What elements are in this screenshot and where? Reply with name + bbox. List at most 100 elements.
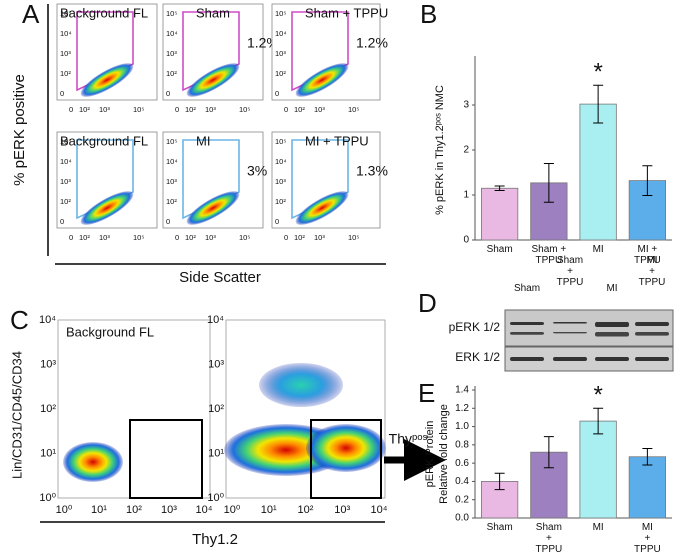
gate-percent: 3% <box>247 163 267 179</box>
y-tick-label: 2 <box>463 145 469 156</box>
band <box>553 332 587 334</box>
x-tick-label: 0 <box>69 105 73 114</box>
band <box>635 322 669 326</box>
band <box>553 322 587 324</box>
lane-label: Sham <box>513 283 541 294</box>
x-tick-label: 0 <box>175 233 179 242</box>
error-bar <box>543 163 554 203</box>
y-tick-label: 1.4 <box>455 385 469 396</box>
y-tick-label: 0 <box>275 89 279 98</box>
x-tick-label: 10⁰ <box>224 504 241 516</box>
band <box>510 357 544 361</box>
band <box>595 322 629 327</box>
x-tick-label: 0 <box>284 233 288 242</box>
gate <box>291 139 349 220</box>
gate <box>182 139 240 220</box>
y-tick-label: 10⁴ <box>207 314 224 326</box>
plot-title: MI <box>196 133 210 148</box>
x-tick-label: Sham + TPPU <box>535 522 563 555</box>
band <box>595 357 629 361</box>
x-tick-label: Sham + TPPU <box>531 244 567 266</box>
x-tick-label: 0 <box>69 233 73 242</box>
x-tick-label: 10⁵ <box>133 233 144 242</box>
y-tick-label: 0 <box>166 217 170 226</box>
plot-title: Sham + TPPU <box>305 5 388 20</box>
density-cloud <box>186 191 240 225</box>
x-tick-label: MI + TPPU <box>634 522 661 555</box>
gate-percent: 1.2% <box>247 35 279 51</box>
y-tick-label: 0 <box>60 89 64 98</box>
error-bar <box>642 448 653 466</box>
y-tick-label: 10¹ <box>208 447 224 459</box>
plot-title: Sham <box>196 5 230 20</box>
y-tick-label: 10⁴ <box>166 157 178 166</box>
error-bar <box>642 165 653 196</box>
y-tick-label: 10⁵ <box>275 137 286 146</box>
x-tick-label: 10³ <box>334 504 350 516</box>
y-tick-label: 10⁰ <box>39 492 56 504</box>
x-tick-label: Sham <box>486 522 513 533</box>
density-cloud <box>295 63 349 97</box>
x-tick-label: 10³ <box>99 105 110 114</box>
y-tick-label: 10² <box>166 69 177 78</box>
y-tick-label: 1.2 <box>455 403 469 414</box>
error-bar <box>494 185 505 191</box>
y-tick-label: 10⁴ <box>39 314 56 326</box>
y-axis-label: Lin/CD31/CD45/CD34 <box>9 351 24 479</box>
panel-letter: C <box>10 305 29 335</box>
bar <box>481 187 519 241</box>
x-tick-label: MI <box>592 522 604 533</box>
band <box>595 332 629 337</box>
x-tick-label: 10² <box>298 504 314 516</box>
x-tick-label: 10³ <box>99 233 110 242</box>
panel-letter: A <box>22 0 40 29</box>
plot-title: MI + TPPU <box>305 133 369 148</box>
y-tick-label: 10⁵ <box>60 9 71 18</box>
y-tick-label: 0 <box>463 235 469 246</box>
y-tick-label: 10² <box>275 69 286 78</box>
density-cloud <box>80 63 134 97</box>
row-label: ERK 1/2 <box>455 350 500 364</box>
y-tick-label: 1 <box>463 190 469 201</box>
gate-percent: 1.3% <box>356 163 388 179</box>
x-tick-label: 10³ <box>205 105 216 114</box>
bar <box>579 420 617 519</box>
y-tick-label: 0.0 <box>455 513 469 524</box>
density-cloud <box>295 191 349 225</box>
gate-percent: 1.2% <box>356 35 388 51</box>
gate <box>76 139 134 220</box>
y-tick-label: 10² <box>40 403 56 415</box>
y-tick-label: 0 <box>275 217 279 226</box>
x-tick-label: 10³ <box>314 233 325 242</box>
error-bar <box>543 436 554 469</box>
annotation: * <box>593 382 602 409</box>
x-tick-label: 10¹ <box>91 504 107 516</box>
panel-letter: D <box>418 288 437 318</box>
density-cloud <box>80 191 134 225</box>
x-tick-label: 10² <box>79 233 90 242</box>
arrow-label: Thyᵖᵒˢ <box>389 431 428 447</box>
x-tick-label: 10² <box>79 105 90 114</box>
y-tick-label: 10⁴ <box>166 29 178 38</box>
density-cloud <box>63 442 123 482</box>
x-tick-label: 0 <box>175 105 179 114</box>
bar <box>628 456 666 519</box>
error-bar <box>593 407 604 435</box>
annotation: * <box>593 59 602 86</box>
y-tick-label: 10³ <box>208 358 224 370</box>
plot-title: Background FL <box>66 324 154 339</box>
blot <box>504 309 674 347</box>
band <box>510 322 544 325</box>
y-tick-label: 10⁴ <box>60 157 72 166</box>
y-tick-label: 10⁵ <box>166 137 177 146</box>
y-tick-label: 3 <box>463 100 469 111</box>
x-tick-label: 10³ <box>314 105 325 114</box>
lane-label: MI + TPPU <box>638 255 666 288</box>
y-tick-label: 10⁵ <box>60 137 71 146</box>
y-tick-label: 0.6 <box>455 458 469 469</box>
x-tick-label: 10⁴ <box>196 504 213 516</box>
y-tick-label: 10² <box>208 403 224 415</box>
band <box>635 357 669 361</box>
